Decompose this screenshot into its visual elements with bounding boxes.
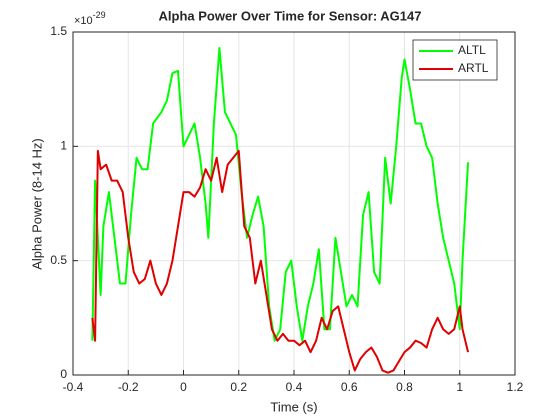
- plot-frame: [72, 31, 516, 376]
- y-tick-label: 1.5: [50, 24, 67, 38]
- x-tick-label: 0.6: [341, 380, 358, 394]
- x-tick-label: 0.4: [286, 380, 303, 394]
- legend-label: ARTL: [458, 61, 489, 75]
- x-tick-label: 0.8: [396, 380, 413, 394]
- legend-label: ALTL: [458, 43, 486, 57]
- x-axis-label: Time (s): [270, 399, 317, 414]
- x-tick-label: 1: [456, 380, 463, 394]
- y-tick-label: 0.5: [50, 253, 67, 267]
- x-tick-label: 0: [180, 380, 187, 394]
- y-exponent: -29: [93, 10, 106, 20]
- x-tick-label: -0.2: [118, 380, 139, 394]
- x-tick-label: 1.2: [507, 380, 524, 394]
- data-line: [91, 47, 470, 342]
- data-line: [91, 149, 470, 374]
- y-axis-label: Alpha Power (8-14 Hz): [29, 138, 44, 270]
- x-tick-label: 0.2: [230, 380, 247, 394]
- y-multiplier: ×10-29: [74, 10, 106, 27]
- y-multiplier-base: ×10: [74, 15, 93, 27]
- legend-box: [412, 39, 498, 81]
- y-tick-label: 1: [60, 139, 67, 153]
- y-tick-label: 0: [60, 367, 67, 381]
- x-tick-label: -0.4: [63, 380, 84, 394]
- chart-title: Alpha Power Over Time for Sensor: AG147: [159, 8, 422, 23]
